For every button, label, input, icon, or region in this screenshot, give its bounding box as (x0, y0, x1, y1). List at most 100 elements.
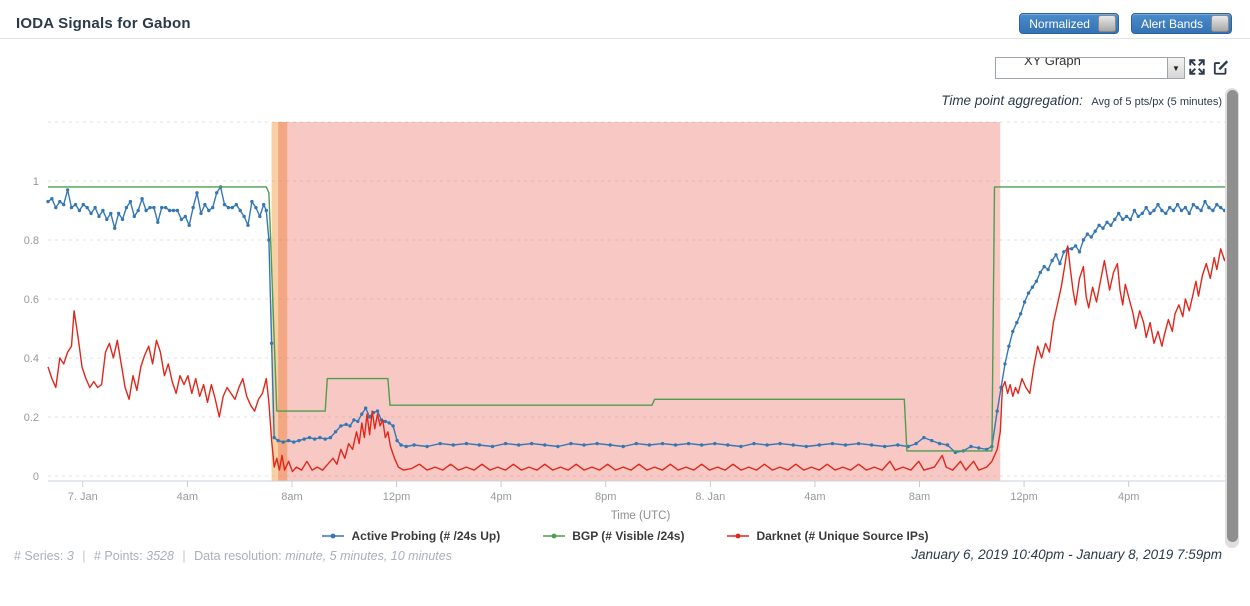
points-count-label: # Points: (94, 549, 143, 563)
series-marker (1054, 253, 1058, 257)
series-marker (883, 444, 887, 449)
series-marker (328, 435, 333, 440)
series-marker (896, 443, 900, 447)
graph-type-select[interactable]: XY Graph ▼ (995, 57, 1185, 79)
series-marker (1058, 261, 1062, 266)
series-marker (318, 435, 322, 440)
y-tick-label: 0 (33, 471, 39, 483)
series-marker (1121, 217, 1125, 222)
series-marker (54, 205, 58, 210)
series-marker (339, 424, 343, 428)
y-tick-label: 1 (33, 176, 39, 188)
series-marker (582, 443, 586, 447)
alert-bands-toggle-button[interactable]: Alert Bands (1130, 13, 1232, 34)
legend-item-darknet[interactable]: Darknet (# Unique Source IPs) (726, 529, 929, 543)
series-marker (1062, 250, 1066, 254)
series-marker (1042, 264, 1046, 269)
legend-item-active-probing[interactable]: Active Probing (# /24s Up) (321, 529, 500, 543)
series-count-value: 3 (66, 549, 74, 563)
vertical-scrollbar-track[interactable] (1225, 88, 1239, 548)
series-marker (1171, 208, 1176, 213)
series-marker (930, 438, 934, 443)
series-marker (608, 443, 612, 447)
series-marker (1175, 202, 1180, 207)
series-marker (242, 214, 246, 219)
series-marker (183, 214, 187, 219)
series-marker (1019, 312, 1023, 316)
series-marker (969, 444, 973, 449)
series-marker (778, 441, 782, 446)
series-marker (348, 424, 352, 428)
series-marker (464, 441, 469, 446)
series-marker (765, 443, 769, 447)
series-marker (1101, 226, 1105, 230)
series-marker (395, 438, 399, 443)
series-marker (673, 443, 678, 447)
series-marker (647, 443, 652, 447)
series-marker (297, 438, 301, 443)
edit-pencil-icon[interactable] (1212, 58, 1230, 76)
series-marker (113, 226, 117, 230)
series-marker (1160, 208, 1164, 213)
series-marker (292, 440, 296, 444)
expand-fullscreen-icon[interactable] (1188, 58, 1206, 76)
x-tick-label: 7. Jan (68, 491, 98, 503)
series-marker (1140, 211, 1145, 216)
normalized-toggle-knob-icon (1097, 15, 1116, 32)
vertical-scrollbar-thumb[interactable] (1226, 90, 1238, 542)
legend-item-bgp[interactable]: BGP (# Visible /24s) (542, 529, 684, 543)
header-buttons: Normalized Alert Bands (1019, 13, 1232, 34)
series-info: # Series: 3 | # Points: 3528 | Data reso… (14, 549, 452, 563)
series-marker (97, 214, 101, 219)
series-marker (375, 409, 380, 413)
series-marker (156, 220, 160, 224)
series-marker (1093, 229, 1097, 233)
series-marker (1038, 270, 1043, 275)
x-tick-label: 12pm (1010, 491, 1038, 503)
series-marker (1203, 199, 1207, 204)
series-marker (360, 412, 364, 416)
series-marker (323, 437, 327, 441)
series-marker (1085, 232, 1090, 236)
alert-bands-toggle-label: Alert Bands (1140, 16, 1203, 31)
series-marker (1132, 208, 1137, 213)
series-marker (65, 188, 70, 192)
series-marker (191, 205, 195, 210)
normalized-toggle-button[interactable]: Normalized (1019, 13, 1119, 34)
series-marker (791, 443, 795, 447)
y-tick-label: 0.6 (24, 294, 39, 306)
series-marker (1207, 205, 1211, 210)
series-marker (276, 438, 280, 443)
series-marker (62, 202, 66, 207)
series-marker (1026, 291, 1031, 295)
series-marker (238, 208, 242, 213)
series-marker (713, 441, 717, 446)
series-marker (1211, 208, 1215, 213)
series-marker (383, 419, 387, 424)
series-marker (856, 441, 861, 446)
series-marker (269, 341, 274, 345)
x-tick-label: 4am (177, 491, 198, 503)
series-marker (356, 419, 360, 424)
y-tick-label: 0.4 (24, 353, 39, 365)
alert-bands-toggle-knob-icon (1211, 15, 1229, 32)
series-marker (199, 211, 203, 216)
series-marker (700, 443, 704, 447)
series-marker (226, 205, 231, 210)
series-marker (1128, 217, 1133, 222)
aggregation-note: Time point aggregation: Avg of 5 pts/px … (941, 92, 1222, 110)
series-marker (203, 202, 207, 207)
series-count-label: # Series: (14, 549, 64, 563)
x-axis-title: Time (UTC) (611, 510, 671, 522)
series-marker (490, 444, 495, 449)
x-tick-label: 8pm (595, 491, 616, 503)
series-marker (830, 441, 835, 446)
series-marker (230, 205, 234, 210)
series-marker (144, 208, 148, 213)
series-marker (364, 406, 368, 410)
series-marker (109, 211, 113, 216)
series-marker (399, 443, 403, 447)
series-marker (136, 208, 140, 213)
series-marker (101, 208, 105, 213)
